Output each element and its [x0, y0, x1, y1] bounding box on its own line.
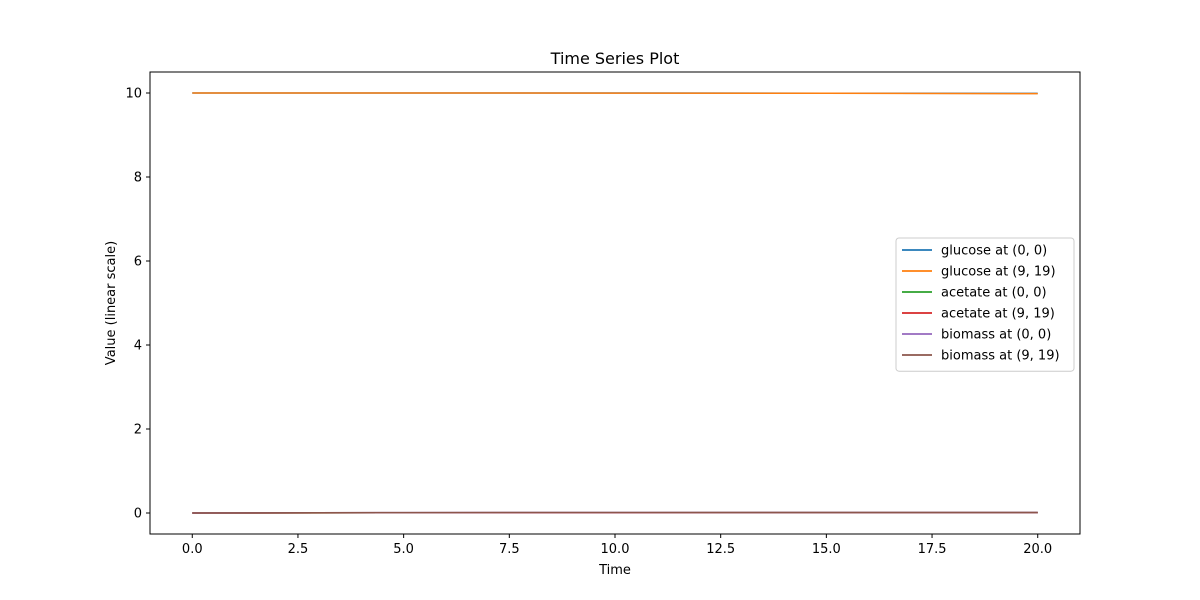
legend-box — [895, 237, 1075, 372]
x-tick-label: 5.0 — [393, 542, 414, 557]
legend-entry-1: glucose at (9, 19) — [941, 265, 1056, 280]
x-tick-label: 15.0 — [812, 542, 841, 557]
y-tick-label: 0 — [134, 507, 142, 522]
y-tick-label: 8 — [134, 171, 142, 186]
series-layer — [192, 92, 1038, 514]
x-tick-label: 0.0 — [182, 542, 203, 557]
legend-entry-0: glucose at (0, 0) — [941, 244, 1047, 259]
series-line-5 — [192, 511, 1038, 514]
legend-entry-4: biomass at (0, 0) — [941, 328, 1051, 343]
legend-entry-5: biomass at (9, 19) — [941, 349, 1060, 364]
y-tick-label: 2 — [134, 423, 142, 438]
y-axis-ticks: 0 2 4 6 8 10 — [125, 87, 150, 522]
legend-entry-3: acetate at (9, 19) — [941, 307, 1055, 322]
series-line-1 — [192, 92, 1038, 95]
y-tick-label: 6 — [134, 255, 142, 270]
legend-entry-2: acetate at (0, 0) — [941, 286, 1047, 301]
x-tick-label: 2.5 — [288, 542, 309, 557]
y-tick-label: 10 — [125, 87, 142, 102]
y-tick-label: 4 — [134, 339, 142, 354]
x-axis-ticks: 0.0 2.5 5.0 7.5 10.0 12.5 15.0 17.5 20.0 — [182, 534, 1052, 557]
legend: glucose at (0, 0) glucose at (9, 19) aceta… — [895, 237, 1075, 372]
x-tick-label: 10.0 — [601, 542, 630, 557]
x-tick-label: 17.5 — [918, 542, 947, 557]
x-tick-label: 20.0 — [1023, 542, 1052, 557]
x-tick-label: 12.5 — [706, 542, 735, 557]
y-axis-label: Value (linear scale) — [104, 241, 119, 365]
chart-title: Time Series Plot — [550, 49, 680, 68]
x-axis-label: Time — [598, 563, 631, 578]
x-tick-label: 7.5 — [499, 542, 520, 557]
